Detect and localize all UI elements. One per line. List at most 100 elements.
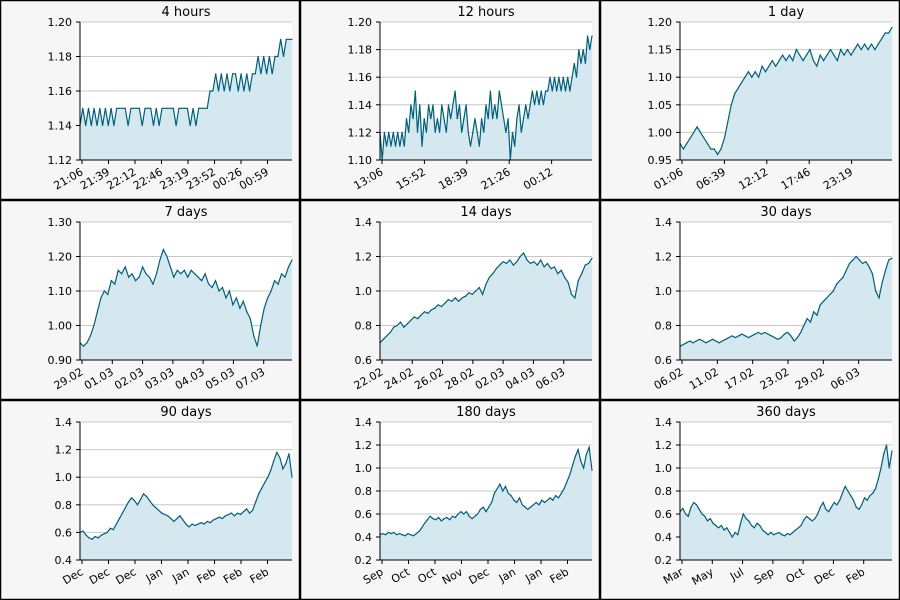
data-point <box>819 506 821 508</box>
data-point <box>221 286 224 289</box>
data-point <box>690 506 692 508</box>
data-point <box>878 297 880 299</box>
data-point <box>131 273 133 275</box>
data-point <box>713 148 715 150</box>
data-point <box>447 299 449 301</box>
data-point <box>253 335 255 337</box>
data-point <box>813 311 815 313</box>
data-point <box>826 297 828 299</box>
data-point <box>288 453 290 455</box>
data-point <box>723 137 726 139</box>
data-point <box>228 290 230 292</box>
y-tick-label: 1.0 <box>355 462 373 475</box>
data-point <box>507 492 509 494</box>
data-point <box>841 492 843 494</box>
data-point <box>865 261 867 263</box>
data-point <box>232 304 234 306</box>
data-point <box>88 537 90 539</box>
data-point <box>116 107 118 109</box>
data-point <box>440 305 443 308</box>
data-point <box>748 520 750 522</box>
data-point <box>246 311 248 313</box>
data-point <box>767 333 769 335</box>
data-point <box>242 511 245 513</box>
data-point <box>811 520 813 522</box>
data-point <box>198 107 200 109</box>
data-point <box>492 273 494 275</box>
data-point <box>138 276 140 278</box>
data-point <box>734 93 736 95</box>
y-tick-label: 1.12 <box>348 126 373 139</box>
data-point <box>450 118 452 120</box>
chart-title: 7 days <box>164 205 207 220</box>
data-point <box>754 333 756 335</box>
y-tick-label: 1.15 <box>648 44 673 57</box>
data-point <box>195 124 197 127</box>
data-point <box>264 482 266 484</box>
data-point <box>829 293 831 295</box>
data-point <box>260 73 262 75</box>
data-point <box>805 54 808 56</box>
data-point <box>169 107 172 109</box>
data-point <box>507 118 509 120</box>
data-point <box>273 460 275 462</box>
y-tick-label: 0.6 <box>655 508 673 521</box>
data-point <box>240 73 242 75</box>
data-point <box>488 506 490 508</box>
data-point <box>164 107 166 109</box>
data-point <box>574 455 576 458</box>
data-point <box>574 297 576 299</box>
chart-title: 30 days <box>760 205 812 220</box>
y-tick-label: 1.16 <box>48 85 73 98</box>
data-point <box>503 118 505 120</box>
data-point <box>149 500 151 502</box>
data-point <box>513 499 515 501</box>
data-point <box>418 530 420 532</box>
data-point <box>178 107 180 109</box>
data-point <box>580 460 582 462</box>
data-point <box>435 519 437 521</box>
panel-border <box>0 200 300 400</box>
data-point <box>756 522 758 524</box>
data-point <box>410 319 412 321</box>
series-area <box>680 27 892 160</box>
x-tick-label: Jul <box>727 565 746 583</box>
data-point <box>426 519 428 521</box>
data-point <box>147 107 149 109</box>
data-point <box>393 326 395 328</box>
data-point <box>888 259 890 261</box>
data-point <box>404 535 406 537</box>
chart-panel: 12 hours 1.10 1.12 1.14 1.16 1.18 1.20 13:06 15:… <box>300 0 600 200</box>
data-point <box>443 118 445 120</box>
data-point <box>124 266 126 268</box>
data-point <box>121 512 123 514</box>
data-point <box>461 297 463 299</box>
data-point <box>705 342 707 344</box>
data-point <box>152 124 155 127</box>
y-tick-label: 0.8 <box>355 320 373 333</box>
data-point <box>85 124 87 127</box>
data-point <box>888 467 890 469</box>
data-point <box>427 312 429 314</box>
data-point <box>534 104 536 106</box>
data-point <box>852 499 855 501</box>
y-tick-label: 1.2 <box>55 444 73 457</box>
data-point <box>546 499 548 501</box>
data-point <box>704 515 706 517</box>
data-point <box>551 90 553 92</box>
data-point <box>86 342 88 344</box>
data-point <box>800 331 802 333</box>
data-point <box>864 43 866 45</box>
data-point <box>186 107 188 109</box>
data-point <box>500 104 503 106</box>
data-point <box>577 280 579 282</box>
data-point <box>695 504 698 506</box>
y-tick-label: 0.6 <box>355 354 373 367</box>
data-point <box>542 104 544 106</box>
panel-border <box>0 0 300 200</box>
data-point <box>793 340 795 342</box>
data-point <box>734 531 736 533</box>
